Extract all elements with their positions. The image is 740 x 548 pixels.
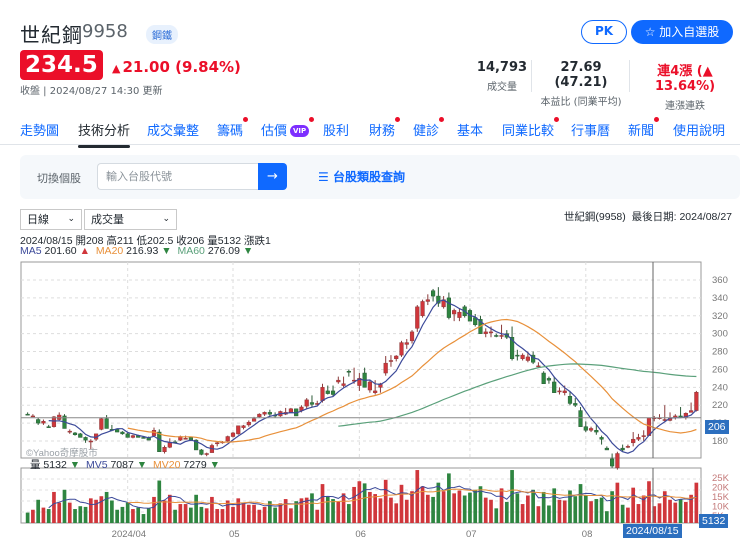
arrow-right-icon[interactable]: → <box>258 163 287 190</box>
down-triangle-icon: ▼ <box>242 245 254 257</box>
svg-text:10K: 10K <box>712 502 730 513</box>
svg-text:340: 340 <box>712 293 728 304</box>
vip-badge: VIP <box>290 125 310 137</box>
tab-chips[interactable]: 籌碼 <box>217 117 249 139</box>
tab-news[interactable]: 新聞 <box>628 117 660 139</box>
tab-dividend[interactable]: 股利 <box>323 124 350 139</box>
svg-text:320: 320 <box>712 311 728 322</box>
update-time: 收盤 | 2024/08/27 14:30 更新 <box>20 86 163 97</box>
list-icon: ☰ <box>318 170 329 184</box>
notification-dot <box>554 117 560 122</box>
tab-technical[interactable]: 技術分析 <box>78 120 131 148</box>
svg-text:2024/04: 2024/04 <box>112 529 146 540</box>
stock-name: 世紀鋼 <box>20 23 83 47</box>
svg-text:180: 180 <box>712 436 728 447</box>
price-change: ▲ 21.00 (9.84%) <box>112 58 241 76</box>
notification-dot <box>309 117 315 122</box>
cursor-price-label: 206 <box>705 420 729 434</box>
svg-text:300: 300 <box>712 329 728 340</box>
tab-valuation[interactable]: 估價 VIP <box>261 117 315 139</box>
up-triangle-icon: ▲ <box>112 62 121 75</box>
svg-text:360: 360 <box>712 275 728 286</box>
chevron-down-icon: ⌄ <box>67 214 75 224</box>
stat-volume: 14,793 成交量 <box>476 60 528 93</box>
divider <box>629 60 630 92</box>
notification-dot <box>395 117 401 122</box>
chart-stock-meta: 世紀鋼(9958) 最後日期: 2024/08/27 <box>563 211 732 223</box>
svg-text:280: 280 <box>712 347 728 358</box>
stat-streak: 連4漲 (▲ 13.64%) 連漲連跌 <box>654 64 716 112</box>
svg-text:25K: 25K <box>712 473 730 484</box>
add-watchlist-button[interactable]: ☆ 加入自選股 <box>631 20 733 44</box>
current-price: 234.5 <box>20 50 103 80</box>
industry-tag[interactable]: 鋼鐵 <box>146 25 178 44</box>
tab-calendar[interactable]: 行事曆 <box>571 124 611 139</box>
svg-text:240: 240 <box>712 382 728 393</box>
notification-dot <box>243 117 249 122</box>
stock-code: 9958 <box>82 21 128 42</box>
period-select[interactable]: 日線 ⌄ <box>20 209 82 230</box>
svg-text:260: 260 <box>712 364 728 375</box>
svg-text:15K: 15K <box>712 492 730 503</box>
indicator-select[interactable]: 成交量 ⌄ <box>84 209 177 230</box>
down-triangle-icon: ▼ <box>161 245 172 257</box>
svg-text:07: 07 <box>466 529 477 540</box>
cursor-volume-label: 5132 <box>699 514 729 528</box>
svg-text:05: 05 <box>229 529 240 540</box>
tab-trades[interactable]: 成交彙整 <box>147 124 200 139</box>
cursor-date-label: 2024/08/15 <box>623 524 682 538</box>
notification-dot <box>439 117 445 122</box>
tab-help[interactable]: 使用說明 <box>673 124 726 139</box>
svg-text:06: 06 <box>355 529 366 540</box>
star-icon: ☆ <box>644 25 656 39</box>
stock-code-input[interactable]: 輸入台股代號 <box>97 163 259 190</box>
tab-chart[interactable]: 走勢圖 <box>20 124 60 139</box>
tab-financial[interactable]: 財務 <box>369 117 401 139</box>
divider <box>531 60 532 92</box>
stat-pe: 27.69 (47.21) 本益比 (同業平均) <box>540 60 622 108</box>
up-triangle-icon: ▲ <box>79 245 90 257</box>
svg-text:08: 08 <box>582 529 593 540</box>
tab-health[interactable]: 健診 <box>413 117 445 139</box>
switch-stock-label: 切換個股 <box>37 172 81 185</box>
watermark: ©Yahoo奇摩股市 <box>26 448 98 459</box>
volume-legend: 量 5132 ▼ MV5 7087 ▼ MV20 7279 ▼ <box>30 459 221 471</box>
category-lookup-link[interactable]: ☰ 台股類股查詢 <box>318 170 405 184</box>
nav-tabs: 走勢圖 技術分析 成交彙整 籌碼 估價 VIP 股利 財務 健診 基本 同業比較 … <box>0 115 740 148</box>
pk-button[interactable]: PK <box>581 20 627 44</box>
chevron-down-icon: ⌄ <box>162 214 170 224</box>
notification-dot <box>654 117 660 122</box>
ma-legend: MA5 201.60 ▲ MA20 216.93 ▼ MA60 276.09 ▼ <box>20 245 254 257</box>
ohlc-info: 2024/08/15 開208 高211 低202.5 收206 量5132 漲… <box>20 235 271 247</box>
svg-text:20K: 20K <box>712 483 730 494</box>
tab-peer[interactable]: 同業比較 <box>502 117 560 139</box>
svg-text:220: 220 <box>712 400 728 411</box>
tab-basic[interactable]: 基本 <box>457 124 484 139</box>
